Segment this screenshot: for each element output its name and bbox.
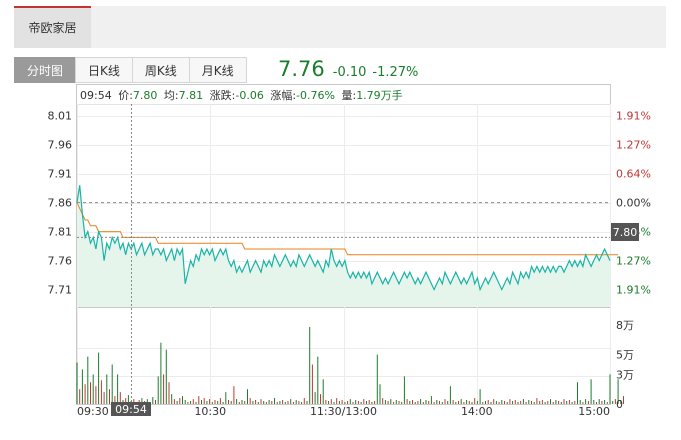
info-pct-label: 涨幅: <box>270 89 296 102</box>
current-price: 7.76 <box>278 57 325 81</box>
price-tick: 7.91 <box>48 168 73 181</box>
avg-line <box>76 202 619 256</box>
price-tick: 8.01 <box>48 110 73 123</box>
tab-intraday[interactable]: 分时图 <box>14 57 77 83</box>
price-tick: 7.96 <box>48 139 73 152</box>
time-tick: 09:30 <box>77 405 109 418</box>
price-change: -0.10 <box>332 65 367 80</box>
time-tick: 14:00 <box>461 405 493 418</box>
quote-summary: 7.76 -0.10 -1.27% <box>278 57 418 85</box>
price-axis: 8.01 7.96 7.91 7.86 7.81 7.76 7.71 <box>48 110 73 297</box>
grid-lines <box>77 104 611 404</box>
time-tick: 15:00 <box>578 405 610 418</box>
price-line <box>76 185 611 292</box>
time-tick: 10:30 <box>194 405 226 418</box>
pct-tick: 0.64% <box>616 168 651 181</box>
info-pct: -0.76% <box>296 89 335 102</box>
pct-axis: 1.91% 1.27% 0.64% 0.00% 0.64% 1.27% 1.91% <box>616 110 651 297</box>
price-tick: 7.81 <box>48 226 73 239</box>
price-tick: 7.86 <box>48 197 73 210</box>
info-avg: 7.81 <box>179 89 204 102</box>
info-chg-label: 涨跌: <box>210 88 236 102</box>
volume-tick: 3万 <box>616 368 634 381</box>
price-area <box>77 185 610 307</box>
info-line: 09:54 价:7.80 均:7.81 涨跌:-0.06 涨幅:-0.76% 量… <box>80 88 403 102</box>
pct-tick: 0.64% <box>616 226 651 239</box>
volume-bars <box>76 326 624 404</box>
info-vol-label: 量: <box>341 89 356 102</box>
tab-weekly-k[interactable]: 周K线 <box>131 57 190 83</box>
cursor-time-label: 09:54 <box>115 403 147 416</box>
cursor-time-box <box>111 402 151 416</box>
tab-monthly-k[interactable]: 月K线 <box>188 57 247 83</box>
info-vol: 1.79万手 <box>356 88 403 102</box>
pct-tick: 1.27% <box>616 139 651 152</box>
volume-axis: 8万 5万 3万 0 <box>616 319 634 411</box>
volume-tick: 0 <box>616 398 623 411</box>
header-bar: 帝欧家居 <box>14 6 666 48</box>
info-avg-label: 均: <box>164 89 179 102</box>
info-time: 09:54 <box>80 89 112 102</box>
chart-frame <box>76 84 611 405</box>
cursor-price-label: 7.80 <box>613 226 638 239</box>
pct-tick: 1.91% <box>616 110 651 123</box>
cursor-price-box <box>611 223 639 241</box>
volume-tick: 5万 <box>616 349 634 362</box>
stock-name-tab[interactable]: 帝欧家居 <box>14 6 91 48</box>
chart-tabs: 分时图 日K线 周K线 月K线 <box>14 57 247 83</box>
volume-tick: 8万 <box>616 319 634 332</box>
price-tick: 7.76 <box>48 255 73 268</box>
price-tick: 7.71 <box>48 284 73 297</box>
info-price: 7.80 <box>133 89 158 102</box>
time-axis: 09:30 10:30 11:30/13:00 14:00 15:00 <box>77 405 610 418</box>
info-price-label: 价: <box>118 89 133 102</box>
price-change-pct: -1.27% <box>372 65 419 80</box>
info-chg: -0.06 <box>235 89 263 102</box>
tab-daily-k[interactable]: 日K线 <box>75 57 133 83</box>
pct-tick: 1.91% <box>616 284 651 297</box>
pct-tick: 0.00% <box>616 197 651 210</box>
time-tick: 11:30/13:00 <box>310 405 377 418</box>
pct-tick: 1.27% <box>616 255 651 268</box>
